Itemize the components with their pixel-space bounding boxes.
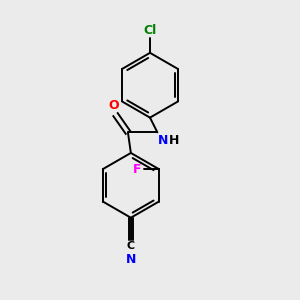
Text: C: C xyxy=(127,241,135,251)
Text: H: H xyxy=(169,134,179,147)
Text: N: N xyxy=(158,134,168,147)
Text: Cl: Cl xyxy=(143,24,157,37)
Text: O: O xyxy=(109,99,119,112)
Text: F: F xyxy=(133,163,142,176)
Text: N: N xyxy=(126,253,136,266)
